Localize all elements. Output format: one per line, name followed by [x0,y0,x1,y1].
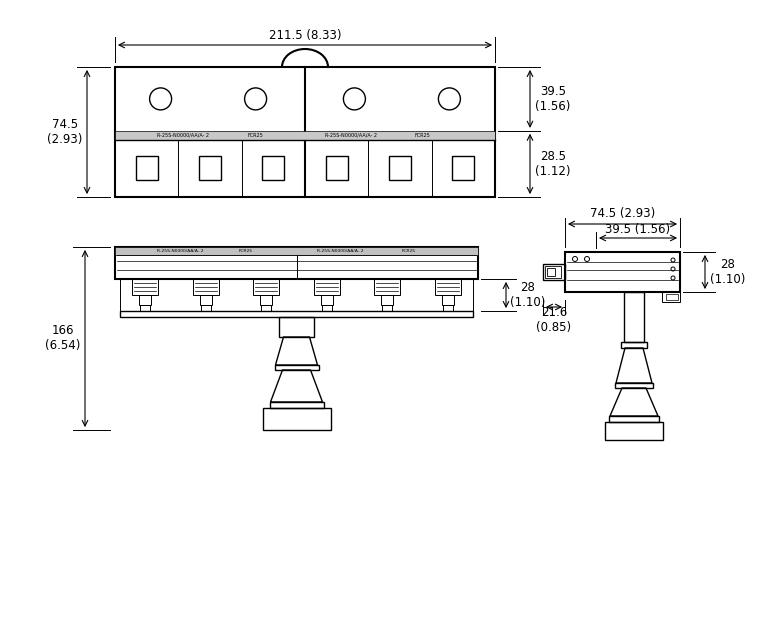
Text: R-25S-N0000/AA/A- 2: R-25S-N0000/AA/A- 2 [157,249,204,253]
Bar [389,156,411,181]
Bar [443,305,453,311]
Bar [624,292,644,342]
Text: 74.5 (2.93): 74.5 (2.93) [590,208,655,221]
Bar [262,156,284,181]
Bar [120,311,473,317]
Bar [452,156,474,181]
Bar [615,383,653,388]
Bar [279,317,314,337]
Text: FCR25: FCR25 [239,249,253,253]
Text: 74.5
(2.93): 74.5 (2.93) [47,118,83,146]
Bar [545,266,561,278]
Bar [543,264,565,280]
Bar [314,279,340,295]
Bar [442,295,454,305]
Bar [115,247,478,255]
Bar [253,279,279,295]
Bar [565,252,680,292]
Bar [139,295,151,305]
Text: 166
(6.54): 166 (6.54) [46,325,81,352]
Text: 39.5
(1.56): 39.5 (1.56) [535,85,571,113]
Bar [662,292,680,302]
Text: R-25S-N0000/AA/A- 2: R-25S-N0000/AA/A- 2 [317,249,363,253]
Text: 28
(1.10): 28 (1.10) [510,281,546,309]
Bar [274,365,318,370]
Text: 211.5 (8.33): 211.5 (8.33) [269,28,341,41]
Text: FCR25: FCR25 [248,133,264,138]
Bar [382,305,392,311]
Bar [621,342,647,348]
Bar [605,422,663,440]
Bar [261,305,271,311]
Bar [382,295,393,305]
Bar [435,279,461,295]
Text: 21.6
(0.85): 21.6 (0.85) [537,306,572,334]
Bar [321,295,333,305]
Text: R-25S-N0000/AA/A- 2: R-25S-N0000/AA/A- 2 [157,133,210,138]
Bar [115,247,478,279]
Text: 28.5
(1.12): 28.5 (1.12) [535,150,571,178]
Text: FCR25: FCR25 [415,133,431,138]
Bar [199,156,221,181]
Bar [547,268,555,276]
Text: FCR25: FCR25 [402,249,416,253]
Bar [260,295,272,305]
Bar [374,279,401,295]
Bar [141,305,150,311]
Bar [326,156,347,181]
Bar [115,131,495,140]
Bar [115,67,495,197]
Bar [666,294,678,300]
Bar [609,416,659,422]
Bar [132,279,158,295]
Bar [321,305,332,311]
Text: R-25S-N0000/AA/A- 2: R-25S-N0000/AA/A- 2 [325,133,377,138]
Bar [262,408,331,430]
Bar [136,156,157,181]
Bar [270,402,324,408]
Text: 28
(1.10): 28 (1.10) [711,258,746,286]
Bar [200,295,212,305]
Bar [193,279,219,295]
Text: 39.5 (1.56): 39.5 (1.56) [606,223,670,236]
Bar [201,305,211,311]
